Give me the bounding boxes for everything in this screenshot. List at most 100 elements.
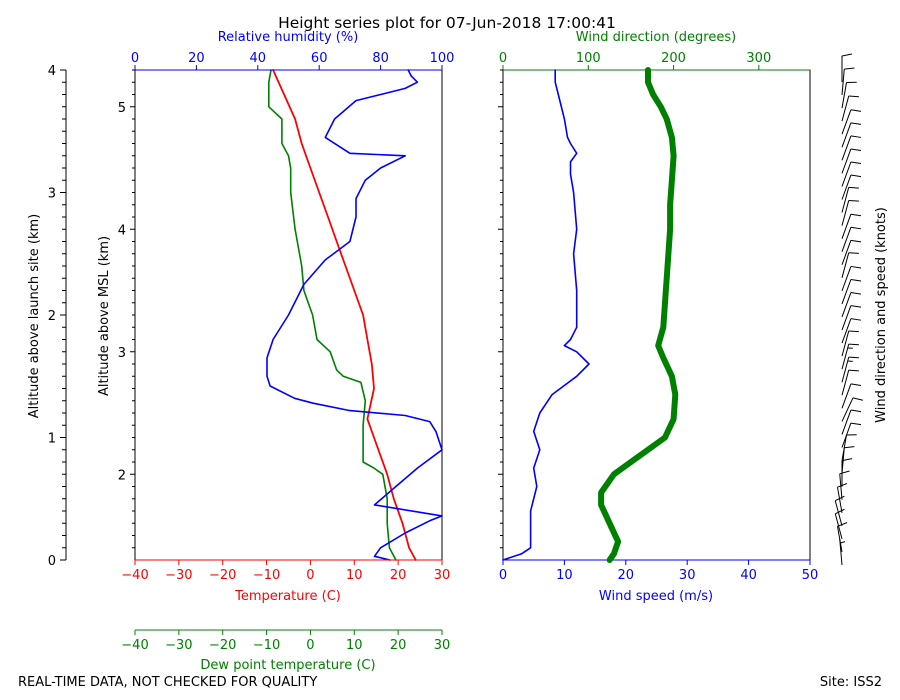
wind-barb-full-flag [848,95,859,98]
wind-barb [841,278,862,305]
agl-tick-label: 1 [48,432,56,447]
wind-speed-tick-label: 30 [679,568,696,583]
wind-speed-tick-label: 20 [618,568,635,583]
wind-barb [841,305,862,331]
wind-barb-staff [841,174,852,200]
wind-panel: 0 100 200 300 Wind direction (degrees) 0 10 2… [498,30,818,604]
dewpoint-tick-label: −10 [253,638,280,653]
wind-barb-full-flag [850,422,862,426]
site-label: Site: ISS2 [820,675,882,690]
wind-barb-staff [841,370,850,396]
wind-barb [841,239,862,265]
wind-barb [841,422,862,448]
wind-barb [841,81,857,109]
wind-barb-staff [841,409,852,435]
wind-barb-full-flag [850,174,862,178]
temperature-axis-label: Temperature (C) [234,589,341,604]
dewpoint-tick-label: 30 [434,638,451,653]
wind-barb [841,458,853,487]
wind-barb-staff [841,356,850,383]
wind-barb-staff [841,95,850,122]
wind-barb-full-flag [848,343,859,346]
dew-point-line [267,69,397,561]
wind-speed-axis-label: Wind speed (m/s) [599,589,713,604]
wind-barb-staff [841,397,854,422]
wind-barb-full-flag [850,226,862,230]
wind-barb-staff [841,214,852,239]
agl-axis-ticks: 012345 [48,64,66,569]
wind-barb-full-flag [850,135,862,138]
wind-barb-full-flag [850,305,862,308]
wind-barb-staff [841,252,850,278]
rh-axis-ticks: 0 20 40 60 80 100 [131,51,455,70]
wind-barb-full-flag [850,109,862,112]
dewpoint-axis-ticks: −40 −30 −20 −10 0 10 20 30 [121,630,450,653]
temperature-line [272,69,417,561]
wind-barb-full-flag [839,470,850,475]
wind-barb [841,67,855,96]
msl-tick-label: 4 [118,223,126,238]
wind-barb [841,161,862,187]
wind-barb [841,213,862,239]
agl-tick-label: 2 [48,309,56,324]
wind-barb [841,186,859,213]
wind-barb-staff [841,383,852,409]
msl-tick-label: 5 [118,101,126,116]
wind-barb [834,508,845,540]
wind-barb-full-flag [850,148,862,151]
wind-barb-full-flag [848,186,859,189]
wind-barb-full-flag [850,292,862,295]
wind-barb [841,343,859,370]
wind-barb-full-flag [850,383,862,386]
wind-barb-full-flag [850,265,862,269]
chart-title: Height series plot for 07-Jun-2018 17:00… [278,14,616,32]
wind-barb-axis-label: Wind direction and speed (knots) [874,207,889,423]
wind-barb-staff [841,161,852,187]
wind-series-group [502,67,679,563]
wind-barb [841,122,862,148]
wind-barb [841,226,862,252]
wind-barb-full-flag [850,161,862,165]
wind-barb [841,135,862,161]
wind-barb-staff [841,227,852,252]
rh-axis-label: Relative humidity (%) [218,30,359,45]
wind-barb-staff [841,187,850,213]
wind-barb-staff [841,69,845,96]
wind-barb-staff [836,487,843,513]
wind-barb [841,53,853,82]
wind-barb-staff [841,279,852,305]
wind-barb [841,265,862,292]
wind-panel-y-ticks [498,69,503,549]
wind-barb [836,522,848,553]
temperature-tick-label: 30 [434,568,451,583]
temperature-tick-label: −10 [253,568,280,583]
msl-axis-ticks: 2 3 4 5 [118,69,135,549]
thermo-series-group [266,69,443,561]
wind-barbs [834,53,864,566]
wind-barb-staff [841,240,852,265]
rh-tick-label: 40 [250,51,267,66]
wind-barb-full-flag [848,356,859,359]
wind-barb-staff [841,122,852,148]
agl-tick-label: 0 [48,554,56,569]
wind-barb-full-flag [850,318,862,321]
wind-barb [841,148,862,174]
dewpoint-tick-label: −40 [121,638,148,653]
wind-plot-frame [502,69,811,561]
wind-barb-staff [834,513,843,540]
wind-barb-staff [841,422,852,448]
rh-tick-label: 80 [372,51,389,66]
wind-barb-staff [841,135,852,161]
wind-speed-tick-label: 10 [556,568,573,583]
rh-tick-label: 100 [430,51,455,66]
wind-barb-full-flag [848,330,859,333]
wind-speed-axis-ticks: 0 10 20 30 40 50 [499,560,818,583]
wind-direction-tick-label: 100 [576,51,601,66]
wind-direction-axis-label: Wind direction (degrees) [576,30,736,45]
wind-barb-staff [841,82,848,109]
agl-axis-label: Altitude above launch site (km) [27,214,42,418]
wind-barb [841,356,859,383]
wind-barb [841,397,864,422]
temperature-tick-label: 10 [346,568,363,583]
